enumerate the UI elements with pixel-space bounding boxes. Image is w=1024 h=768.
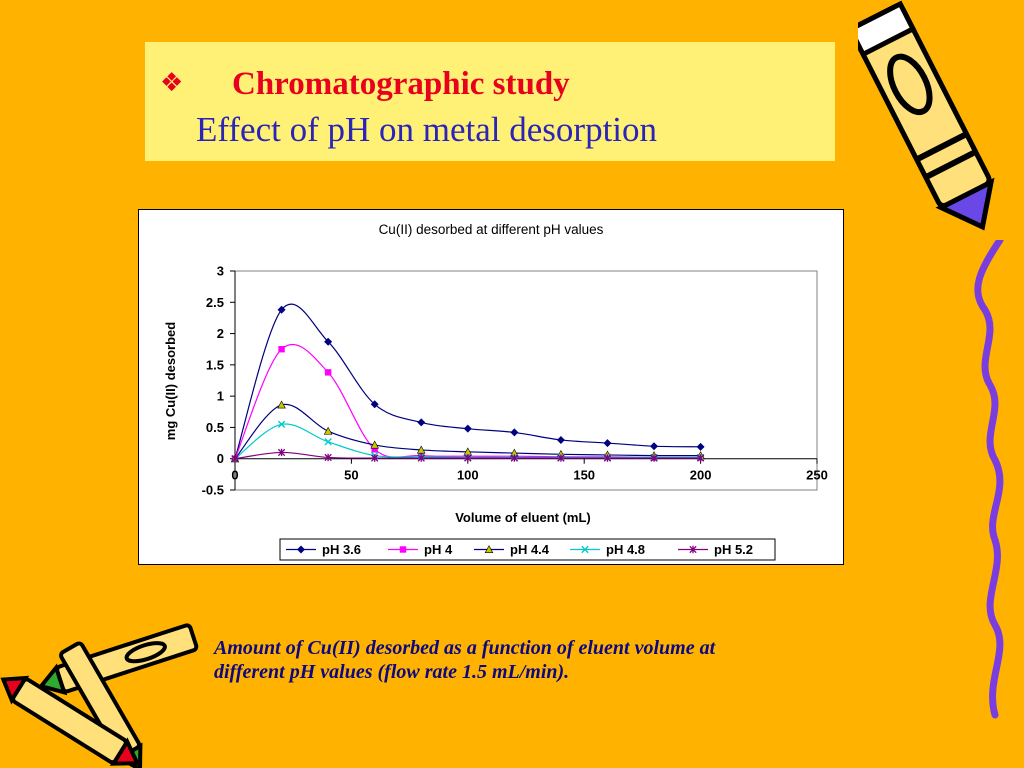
data-point (696, 442, 705, 451)
chart: Cu(II) desorbed at different pH values V… (163, 222, 828, 561)
legend-marker (399, 546, 407, 553)
data-point (556, 435, 565, 444)
legend-item: pH 4.4 (474, 542, 550, 557)
data-point (370, 440, 379, 449)
y-axis-label: mg Cu(II) desorbed (163, 322, 178, 441)
legend-marker (484, 545, 494, 553)
x-tick-label: 250 (806, 468, 828, 483)
data-point (277, 400, 286, 409)
legend-label: pH 3.6 (322, 542, 361, 557)
x-tick-label: 200 (690, 468, 712, 483)
series-line (234, 303, 701, 459)
crayon-right-icon (858, 0, 995, 231)
y-tick-label: 3 (217, 264, 224, 279)
legend-item: pH 4 (388, 542, 453, 557)
legend-label: pH 4.8 (606, 542, 645, 557)
data-point (371, 454, 379, 462)
legend-label: pH 4.4 (510, 542, 550, 557)
data-point (603, 454, 612, 462)
legend-marker (689, 545, 697, 554)
data-point (417, 454, 425, 462)
legend-label: pH 4 (424, 542, 453, 557)
x-tick-label: 0 (231, 468, 238, 483)
chart-title: Cu(II) desorbed at different pH values (379, 222, 604, 237)
series-ph-5-2 (231, 448, 705, 463)
x-axis-label: Volume of eluent (mL) (455, 510, 591, 525)
caption-line-1: Amount of Cu(II) desorbed as a function … (214, 637, 716, 659)
y-tick-label: 0.5 (206, 420, 224, 435)
x-tick-label: 100 (457, 468, 479, 483)
data-point (278, 346, 285, 353)
data-point (324, 369, 332, 376)
data-point (603, 439, 612, 448)
legend-marker (581, 545, 589, 554)
data-point (464, 454, 472, 462)
chart-frame: Cu(II) desorbed at different pH values V… (138, 209, 844, 565)
data-point (324, 337, 333, 346)
series-line (234, 343, 701, 459)
data-point (417, 418, 426, 427)
squiggle-line-icon (974, 240, 1004, 719)
y-tick-label: 1.5 (206, 357, 224, 372)
data-point (324, 453, 332, 462)
data-point (650, 454, 658, 462)
axes: -0.5 0 0.5 1 1.5 2 2.5 3 0 50 100 150 200 250 (202, 264, 828, 498)
data-point (371, 446, 378, 453)
caption-line-2: different pH values (flow rate 1.5 mL/mi… (214, 661, 570, 683)
series-ph-3-6 (231, 303, 705, 463)
legend: pH 3.6 pH 4 pH 4.4 pH 4.8 pH 5.2 (279, 538, 776, 561)
data-point (370, 400, 379, 409)
y-tick-label: -0.5 (202, 483, 224, 498)
data-point (231, 455, 239, 463)
slide-title: Chromatographic study (232, 66, 570, 102)
x-tick-label: 150 (573, 468, 595, 483)
legend-item: pH 3.6 (286, 542, 361, 557)
data-point (324, 438, 332, 446)
legend-label: pH 5.2 (714, 542, 753, 557)
series-layer (230, 303, 705, 463)
legend-box (279, 538, 776, 561)
crayons-bottom-left-icon (0, 623, 199, 768)
data-point (650, 442, 659, 451)
legend-item: pH 5.2 (678, 542, 753, 557)
legend-item: pH 4.8 (570, 542, 645, 557)
data-point (277, 448, 286, 457)
x-tick-label: 50 (344, 468, 358, 483)
data-point (416, 445, 426, 454)
data-point (323, 426, 333, 435)
y-tick-label: 2 (217, 326, 224, 341)
data-point (510, 428, 519, 437)
data-point (463, 424, 472, 433)
series-ph-4 (231, 343, 704, 462)
data-point (696, 454, 705, 462)
y-tick-label: 1 (217, 389, 224, 404)
y-tick-label: 2.5 (206, 295, 224, 310)
data-point (277, 305, 286, 314)
data-point (557, 454, 565, 462)
bullet-icon: ❖ (160, 68, 184, 98)
data-point (277, 420, 286, 428)
legend-marker (297, 545, 305, 554)
y-tick-label: 0 (217, 451, 224, 466)
slide-subtitle: Effect of pH on metal desorption (196, 110, 658, 149)
caption: Amount of Cu(II) desorbed as a function … (214, 636, 894, 684)
data-point (510, 454, 519, 462)
title-box (145, 42, 835, 161)
